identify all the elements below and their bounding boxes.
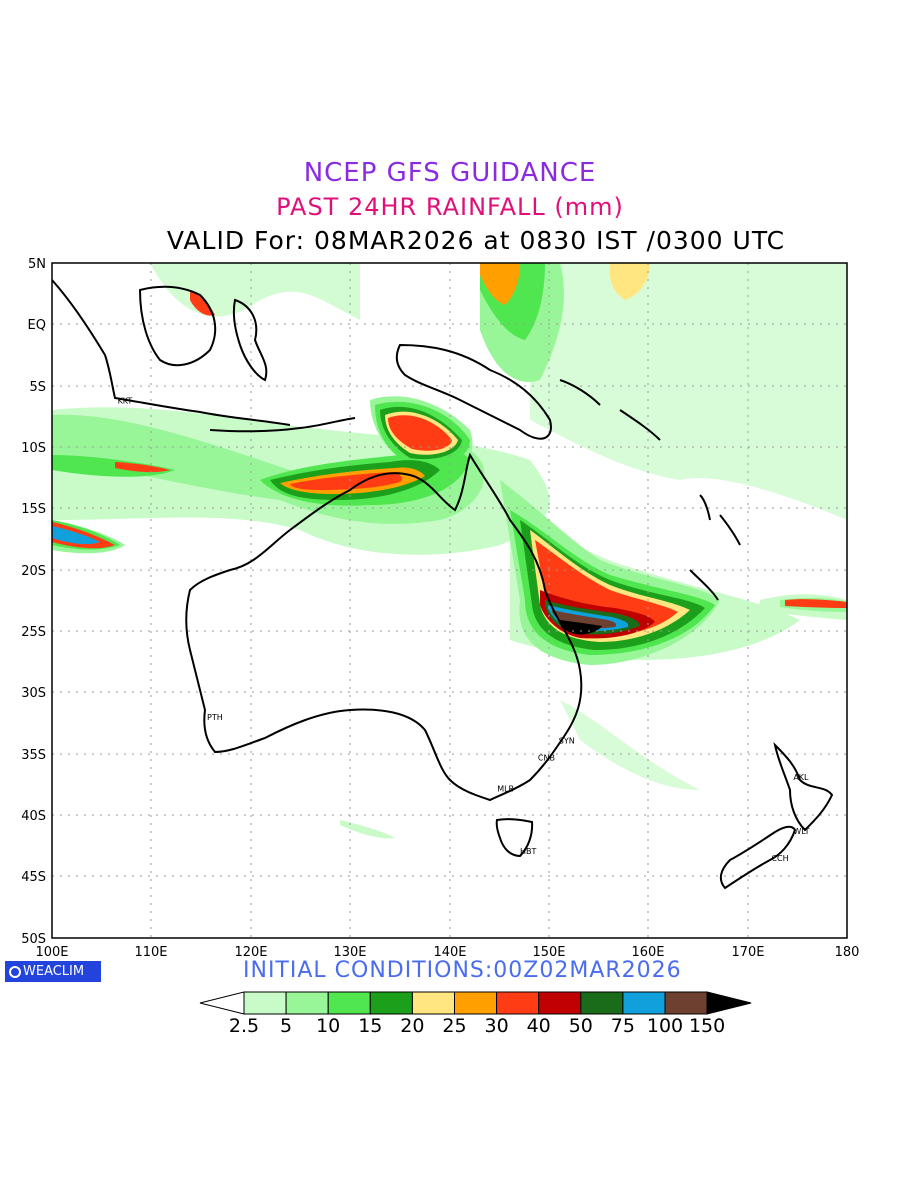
coastlines xyxy=(52,279,834,890)
map-frame xyxy=(51,262,848,939)
lon-label: 120E xyxy=(234,945,267,960)
lon-label: 150E xyxy=(532,945,565,960)
city-label-pth: PTH xyxy=(207,713,223,722)
lon-label: 180 xyxy=(835,945,860,960)
rainfall-map: 5N EQ 5S 10S 15S 20S 25S 30S 35S 40S 45S… xyxy=(21,257,859,960)
new-guinea-coastline xyxy=(395,343,552,440)
lat-label: 50S xyxy=(21,932,46,947)
nz-north-island xyxy=(773,741,834,832)
lat-label: 40S xyxy=(21,809,46,824)
map-subtitle: PAST 24HR RAINFALL (mm) xyxy=(276,193,624,221)
lat-label: 30S xyxy=(21,686,46,701)
copyright-icon xyxy=(9,966,21,978)
tasmania-coastline xyxy=(495,818,534,858)
lon-label: 100E xyxy=(35,945,68,960)
lat-label: 25S xyxy=(21,625,46,640)
borneo-coastline xyxy=(138,285,217,367)
lesser-sunda-coastline xyxy=(209,417,356,433)
lon-label: 130E xyxy=(333,945,366,960)
map-title: NCEP GFS GUIDANCE xyxy=(303,158,597,188)
nz-south-island xyxy=(719,825,797,890)
city-label-akl: AKL xyxy=(793,773,809,782)
lat-axis: 5N EQ 5S 10S 15S 20S 25S 30S 35S 40S 45S… xyxy=(21,257,46,947)
city-label-cch: CCH xyxy=(771,854,788,863)
lon-label: 110E xyxy=(134,945,167,960)
lat-label: 20S xyxy=(21,564,46,579)
city-label-hbt: HBT xyxy=(520,847,537,856)
lat-label: EQ xyxy=(28,318,46,333)
lon-label: 160E xyxy=(631,945,664,960)
weaclim-logo: WEACLIM xyxy=(5,961,101,982)
lat-label: 35S xyxy=(21,748,46,763)
lat-label: 10S xyxy=(21,441,46,456)
lat-label: 15S xyxy=(21,502,46,517)
sulawesi-coastline xyxy=(232,298,268,382)
lat-label: 5N xyxy=(28,257,46,272)
australia-coastline xyxy=(185,452,583,802)
rainfall-field xyxy=(52,263,847,839)
initial-conditions: INITIAL CONDITIONS:00Z02MAR2026 xyxy=(243,958,682,983)
city-label-cnb: CNB xyxy=(538,754,555,763)
lon-label: 140E xyxy=(433,945,466,960)
sumatra-java-coastline xyxy=(52,279,291,426)
city-label-mlb: MLB xyxy=(497,784,514,793)
city-label-syn: SYN xyxy=(559,736,575,745)
solomon-vanuatu xyxy=(559,379,741,601)
brand-label: WEACLIM xyxy=(23,964,85,979)
city-label-wlt: WLT xyxy=(793,827,809,836)
city-label-kkt: KKT xyxy=(118,396,133,405)
city-markers: PTH SYN CNB MLB HBT AKL WLT CCH KKT xyxy=(118,396,810,863)
lon-axis: 100E 110E 120E 130E 140E 150E 160E 170E … xyxy=(35,945,859,960)
lat-label: 45S xyxy=(21,870,46,885)
lon-label: 170E xyxy=(731,945,764,960)
lat-label: 5S xyxy=(29,380,46,395)
valid-time: VALID For: 08MAR2026 at 0830 IST /0300 U… xyxy=(166,226,786,255)
